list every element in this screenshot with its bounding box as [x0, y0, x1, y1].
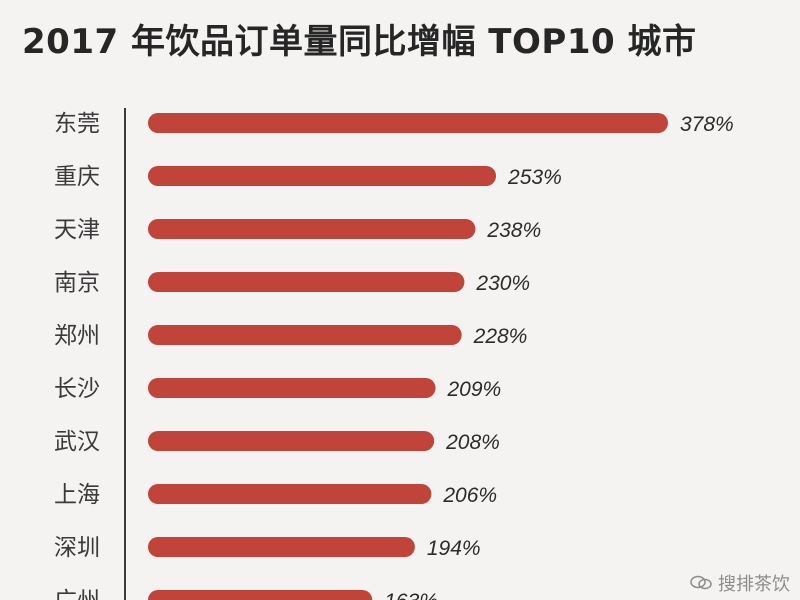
- category-label: 长沙: [54, 376, 100, 402]
- bar-row: 上海 206%: [54, 482, 497, 508]
- bar-row: 南京 230%: [54, 270, 530, 296]
- bar: [148, 219, 476, 239]
- bar: [148, 431, 435, 451]
- bar-row: 武汉 208%: [54, 429, 500, 455]
- bar: [148, 537, 415, 557]
- value-label: 163%: [384, 590, 438, 600]
- category-label: 广州: [54, 588, 100, 600]
- category-label: 上海: [54, 482, 100, 508]
- category-label: 郑州: [54, 323, 100, 349]
- value-label: 206%: [442, 484, 497, 507]
- bar-row: 深圳 194%: [54, 535, 481, 561]
- category-label: 武汉: [54, 429, 100, 455]
- watermark-text: 搜排茶饮: [718, 574, 790, 595]
- category-label: 天津: [54, 217, 100, 243]
- bar-row: 天津 238%: [54, 217, 541, 243]
- bar: [148, 325, 462, 345]
- category-label: 深圳: [54, 535, 100, 561]
- value-label: 209%: [447, 378, 502, 401]
- bar-row: 长沙 209%: [54, 376, 501, 402]
- bar: [148, 113, 668, 133]
- value-label: 253%: [507, 166, 562, 189]
- bar: [148, 272, 465, 292]
- watermark: 搜排茶饮: [690, 570, 790, 596]
- bar-row: 广州 163%: [54, 588, 438, 600]
- bar: [148, 166, 497, 186]
- value-label: 230%: [475, 272, 530, 295]
- bar-row: 郑州 228%: [54, 323, 527, 349]
- category-label: 东莞: [54, 111, 100, 137]
- category-label: 南京: [54, 270, 100, 296]
- value-label: 208%: [445, 431, 500, 454]
- value-label: 238%: [486, 219, 541, 242]
- bar-row: 东莞 378%: [54, 111, 734, 137]
- value-label: 194%: [427, 537, 481, 560]
- bar: [148, 378, 436, 398]
- bar-row: 重庆 253%: [54, 164, 562, 190]
- bar: [148, 484, 432, 504]
- chart-title: 2017 年饮品订单量同比增幅 TOP10 城市: [22, 22, 697, 62]
- value-label: 228%: [473, 325, 528, 348]
- value-label: 378%: [680, 113, 734, 136]
- category-label: 重庆: [54, 164, 100, 190]
- bar: [148, 590, 373, 600]
- chat-bubble-icon: [690, 575, 712, 590]
